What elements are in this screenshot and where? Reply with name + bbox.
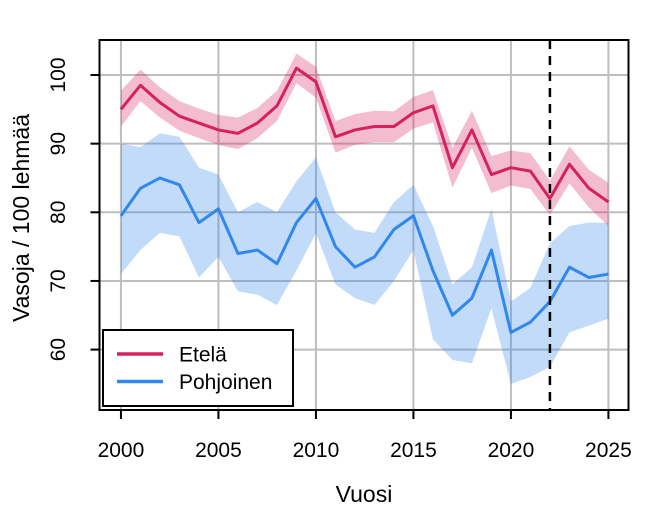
y-tick-label-90: 90 <box>47 132 70 155</box>
legend-box <box>102 329 294 407</box>
x-axis-title: Vuosi <box>336 481 393 507</box>
legend-label-pohjoinen: Pohjoinen <box>179 371 272 394</box>
etela-line <box>119 66 610 204</box>
x-tick-label-2000: 2000 <box>98 439 145 462</box>
x-tick-label-2020: 2020 <box>488 439 535 462</box>
y-tick-label-70: 70 <box>47 269 70 292</box>
x-tick-label-2025: 2025 <box>585 439 632 462</box>
pohjoinen-confidence-band <box>120 133 609 384</box>
y-axis-title: Vasoja / 100 lehmää <box>8 114 34 322</box>
legend-label-etela: Etelä <box>179 344 227 367</box>
etela-confidence-band <box>120 53 609 227</box>
y-tick-label-100: 100 <box>47 57 70 92</box>
x-tick-label-2015: 2015 <box>390 439 437 462</box>
y-tick-label-80: 80 <box>47 201 70 224</box>
x-tick-label-2005: 2005 <box>195 439 242 462</box>
plot-border <box>98 39 630 411</box>
y-tick-label-60: 60 <box>47 338 70 361</box>
pohjoinen-line <box>119 176 609 334</box>
x-tick-label-2010: 2010 <box>293 439 340 462</box>
